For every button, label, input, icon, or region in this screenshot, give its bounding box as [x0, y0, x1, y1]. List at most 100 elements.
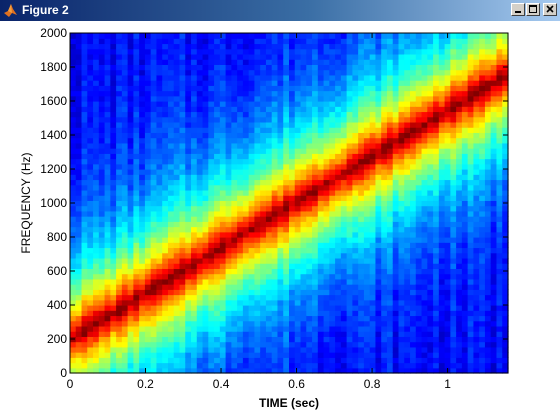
heatmap-cell [484, 127, 492, 133]
heatmap-cell [271, 95, 279, 102]
heatmap-cell [294, 53, 302, 60]
heatmap-cell [484, 33, 492, 39]
heatmap-cell [358, 367, 365, 374]
heatmap-cell [214, 247, 221, 254]
heatmap-cell [87, 294, 94, 301]
heatmap-cell [306, 263, 313, 269]
heatmap-cell [410, 341, 417, 348]
heatmap-cell [202, 341, 209, 348]
heatmap-cell [306, 200, 313, 207]
heatmap-cell [214, 189, 221, 196]
heatmap-cell [75, 310, 83, 317]
heatmap-cell [121, 320, 129, 327]
heatmap-cell [144, 257, 152, 264]
heatmap-cell [461, 216, 469, 222]
heatmap-cell [329, 315, 336, 322]
heatmap-cell [329, 268, 336, 275]
heatmap-cell [317, 48, 325, 55]
heatmap-cell [369, 336, 377, 343]
heatmap-cell [98, 289, 106, 296]
heatmap-cell [329, 294, 336, 301]
heatmap-cell [75, 336, 83, 343]
heatmap-cell [335, 331, 342, 337]
heatmap-cell [421, 310, 428, 317]
heatmap-cell [329, 357, 336, 364]
heatmap-cell [323, 48, 330, 55]
heatmap-cell [450, 148, 457, 154]
heatmap-cell [260, 226, 267, 233]
heatmap-cell [139, 80, 146, 86]
heatmap-cell [289, 90, 296, 97]
heatmap-cell [225, 189, 232, 196]
heatmap-cell [289, 195, 296, 201]
heatmap-cell [219, 289, 227, 296]
heatmap-cell [260, 163, 267, 170]
heatmap-cell [237, 263, 244, 269]
heatmap-cell [81, 325, 88, 332]
heatmap-cell [289, 101, 296, 107]
heatmap-cell [265, 210, 273, 217]
heatmap-cell [179, 252, 186, 259]
heatmap-cell [139, 346, 146, 353]
heatmap-cell [81, 331, 88, 337]
minimize-button[interactable] [511, 3, 525, 16]
heatmap-cell [294, 315, 302, 322]
heatmap-cell [127, 116, 134, 123]
heatmap-cell [444, 163, 451, 170]
heatmap-cell [415, 148, 423, 154]
heatmap-cell [121, 38, 129, 45]
heatmap-cell [254, 237, 261, 243]
heatmap-cell [392, 116, 400, 123]
heatmap-cell [219, 247, 227, 254]
heatmap-cell [450, 33, 457, 39]
heatmap-cell [110, 299, 117, 306]
heatmap-cell [340, 106, 348, 113]
heatmap-cell [456, 284, 463, 290]
heatmap-cell [473, 59, 480, 65]
heatmap-cell [196, 137, 204, 144]
heatmap-cell [283, 153, 290, 160]
heatmap-cell [283, 336, 290, 343]
heatmap-cell [381, 169, 388, 175]
heatmap-cell [98, 357, 106, 364]
heatmap-cell [167, 169, 175, 175]
heatmap-cell [450, 174, 457, 181]
heatmap-cell [479, 231, 486, 238]
close-button[interactable] [543, 3, 557, 16]
heatmap-cell [242, 242, 250, 249]
heatmap-cell [110, 95, 117, 102]
heatmap-cell [271, 158, 279, 165]
heatmap-cell [381, 263, 388, 269]
heatmap-cell [121, 127, 129, 133]
heatmap-cell [139, 357, 146, 364]
heatmap-cell [381, 367, 388, 374]
heatmap-cell [121, 216, 129, 222]
heatmap-cell [421, 226, 428, 233]
heatmap-cell [461, 106, 469, 113]
heatmap-cell [496, 252, 503, 259]
heatmap-cell [438, 137, 446, 144]
title-bar[interactable]: Figure 2 [0, 0, 560, 21]
heatmap-cell [144, 341, 152, 348]
heatmap-cell [260, 142, 267, 149]
heatmap-cell [185, 127, 192, 133]
heatmap-cell [415, 101, 423, 107]
heatmap-cell [70, 325, 77, 332]
heatmap-cell [502, 247, 509, 254]
heatmap-cell [185, 289, 192, 296]
heatmap-cell [363, 299, 371, 306]
heatmap-cell [133, 179, 140, 186]
heatmap-cell [375, 111, 382, 118]
heatmap-cell [75, 273, 83, 280]
heatmap-cell [461, 362, 469, 369]
heatmap-cell [346, 278, 353, 285]
maximize-button[interactable] [526, 3, 540, 16]
heatmap-cell [219, 158, 227, 165]
heatmap-cell [496, 163, 503, 170]
heatmap-cell [150, 289, 158, 296]
heatmap-cell [461, 142, 469, 149]
heatmap-cell [196, 53, 204, 60]
heatmap-cell [87, 179, 94, 186]
heatmap-cell [162, 315, 169, 322]
spectrogram-plot[interactable]: 0 0.2 0.4 0.6 0.8 1 0200400600800100012001400… [0, 21, 560, 420]
